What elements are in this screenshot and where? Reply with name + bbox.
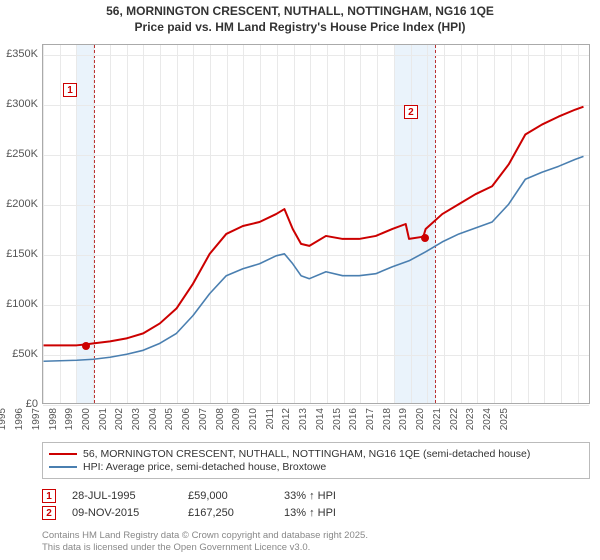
legend-swatch-1 (49, 453, 77, 456)
y-axis-label: £350K (6, 48, 42, 60)
sale-marker-box-1: 1 (63, 83, 77, 97)
event-date-2: 09-NOV-2015 (72, 507, 172, 519)
event-hpi-2: 13% ↑ HPI (284, 507, 374, 519)
event-price-1: £59,000 (188, 490, 268, 502)
series-price_paid (44, 107, 584, 346)
chart-svg (43, 45, 589, 403)
y-axis-label: £50K (12, 348, 42, 360)
sale-dot-2 (421, 234, 429, 242)
footer-line-1: Contains HM Land Registry data © Crown c… (42, 530, 590, 542)
event-row: 2 09-NOV-2015 £167,250 13% ↑ HPI (42, 506, 590, 520)
title-line-2: Price paid vs. HM Land Registry's House … (0, 20, 600, 36)
event-hpi-1: 33% ↑ HPI (284, 490, 374, 502)
y-axis-label: £100K (6, 298, 42, 310)
legend-label-1: 56, MORNINGTON CRESCENT, NUTHALL, NOTTIN… (83, 448, 530, 460)
y-axis-label: £200K (6, 198, 42, 210)
sale-events: 1 28-JUL-1995 £59,000 33% ↑ HPI 2 09-NOV… (42, 486, 590, 523)
title-line-1: 56, MORNINGTON CRESCENT, NUTHALL, NOTTIN… (0, 4, 600, 20)
footer-attribution: Contains HM Land Registry data © Crown c… (42, 530, 590, 554)
event-marker-2: 2 (42, 506, 56, 520)
legend-swatch-2 (49, 466, 77, 469)
y-axis-label: £150K (6, 248, 42, 260)
event-price-2: £167,250 (188, 507, 268, 519)
event-date-1: 28-JUL-1995 (72, 490, 172, 502)
legend-row-2: HPI: Average price, semi-detached house,… (49, 461, 583, 473)
event-row: 1 28-JUL-1995 £59,000 33% ↑ HPI (42, 489, 590, 503)
x-axis-label: 2025 (499, 408, 600, 430)
chart-plot-area: 12 (42, 44, 590, 404)
y-axis-label: £250K (6, 148, 42, 160)
sale-marker-box-2: 2 (404, 105, 418, 119)
legend-label-2: HPI: Average price, semi-detached house,… (83, 461, 326, 473)
title-block: 56, MORNINGTON CRESCENT, NUTHALL, NOTTIN… (0, 0, 600, 37)
chart-container: 56, MORNINGTON CRESCENT, NUTHALL, NOTTIN… (0, 0, 600, 560)
legend: 56, MORNINGTON CRESCENT, NUTHALL, NOTTIN… (42, 442, 590, 479)
legend-row-1: 56, MORNINGTON CRESCENT, NUTHALL, NOTTIN… (49, 448, 583, 460)
y-axis-label: £300K (6, 98, 42, 110)
footer-line-2: This data is licensed under the Open Gov… (42, 542, 590, 554)
sale-dot-1 (82, 342, 90, 350)
series-hpi (44, 156, 584, 361)
event-marker-1: 1 (42, 489, 56, 503)
